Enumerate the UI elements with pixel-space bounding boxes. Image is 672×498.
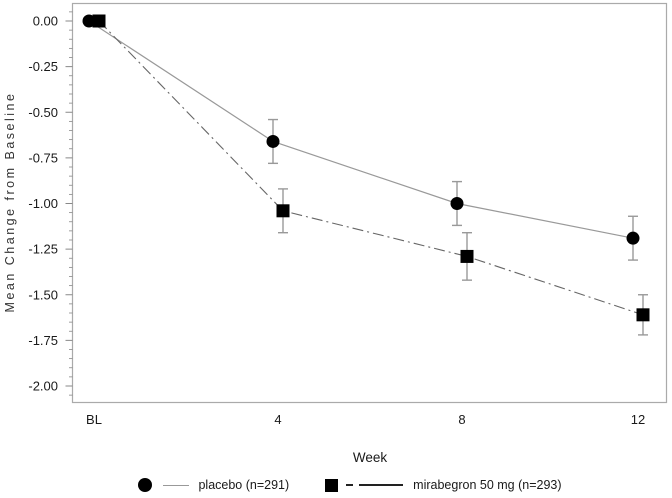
x-tick-label: 12 <box>631 412 645 427</box>
plot-area: Mean Change from Baseline 0.00 -0.25 -0.50… <box>3 2 668 427</box>
y-tick-label: -1.75 <box>28 333 58 348</box>
x-tick-label: 8 <box>458 412 465 427</box>
y-tick-label: -1.00 <box>28 196 58 211</box>
mirabegron-50mg-line <box>98 20 644 316</box>
placebo-line <box>88 20 634 239</box>
y-tick-label: -1.25 <box>28 242 58 257</box>
y-tick-label: -0.75 <box>28 150 58 165</box>
legend: placebo (n=291) mirabegron 50 mg (n=293) <box>0 474 672 496</box>
plot-frame <box>71 2 668 404</box>
placebo-point <box>626 231 640 245</box>
y-tick-label: -0.25 <box>28 59 58 74</box>
solid-line-sample <box>163 484 190 486</box>
placebo-point <box>266 134 280 148</box>
legend-item-placebo: placebo (n=291) <box>138 478 289 492</box>
y-tick-label: 0.00 <box>33 14 58 29</box>
y-tick-label: -1.50 <box>28 287 58 302</box>
mirabegron-point <box>460 249 474 263</box>
y-tick-label: -0.50 <box>28 105 58 120</box>
mirabegron-point <box>276 204 290 218</box>
dash-dot-line-sample-dash <box>346 484 354 486</box>
x-tick-label: BL <box>86 412 102 427</box>
y-axis-title: Mean Change from Baseline <box>3 92 17 313</box>
legend-label-mirabegron: mirabegron 50 mg (n=293) <box>413 478 562 492</box>
dash-dot-line-sample-line <box>359 484 404 486</box>
x-tick-label: 4 <box>274 412 281 427</box>
circle-marker-icon <box>138 478 153 492</box>
square-marker-icon <box>325 478 339 492</box>
legend-label-placebo: placebo (n=291) <box>198 478 290 492</box>
mirabegron-point <box>92 14 106 28</box>
placebo-point <box>82 14 96 28</box>
legend-item-mirabegron: mirabegron 50 mg (n=293) <box>325 478 562 492</box>
x-axis-title: Week <box>352 450 388 465</box>
y-tick-label: -2.00 <box>28 379 58 394</box>
placebo-point <box>450 197 464 210</box>
mirabegron-point <box>636 308 650 322</box>
